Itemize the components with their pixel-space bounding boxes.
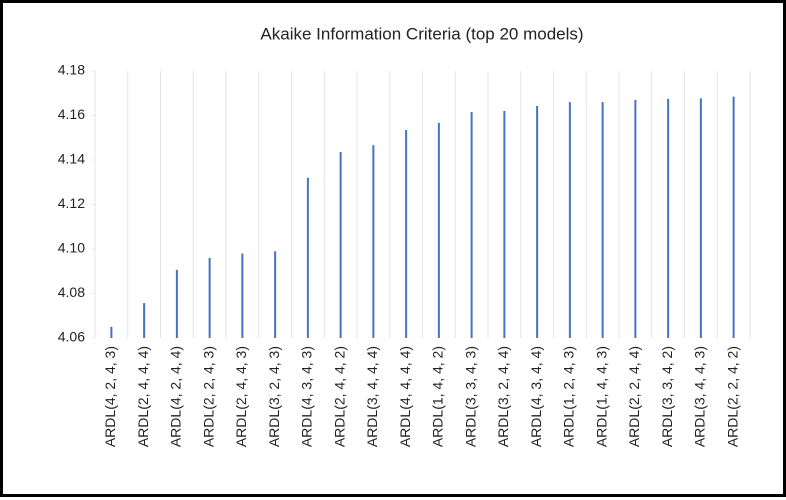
chart-title: Akaike Information Criteria (top 20 mode… [260, 24, 583, 43]
x-tick-label: ARDL(4, 2, 4, 4) [168, 346, 184, 447]
x-tick-label: ARDL(1, 4, 4, 2) [430, 346, 446, 447]
x-tick-label: ARDL(3, 4, 4, 3) [692, 346, 708, 447]
y-tick-label: 4.14 [58, 151, 85, 167]
x-tick-label: ARDL(1, 4, 4, 3) [593, 346, 609, 447]
y-tick-label: 4.18 [58, 62, 85, 78]
x-tick-label: ARDL(4, 4, 4, 4) [397, 346, 413, 447]
x-tick-label: ARDL(2, 2, 4, 2) [724, 346, 740, 447]
y-tick-label: 4.12 [58, 195, 85, 211]
y-tick-label: 4.10 [58, 240, 85, 256]
x-tick-label: ARDL(3, 2, 4, 3) [266, 346, 282, 447]
x-tick-label: ARDL(4, 2, 4, 3) [102, 346, 118, 447]
x-tick-label: ARDL(2, 2, 4, 4) [626, 346, 642, 447]
y-tick-label: 4.08 [58, 284, 85, 300]
x-tick-label: ARDL(2, 4, 4, 2) [331, 346, 347, 447]
x-tick-label: ARDL(2, 4, 4, 4) [135, 346, 151, 447]
x-tick-label: ARDL(1, 2, 4, 3) [561, 346, 577, 447]
x-tick-label: ARDL(3, 2, 4, 4) [495, 346, 511, 447]
x-tick-label: ARDL(4, 3, 4, 3) [299, 346, 315, 447]
y-tick-label: 4.06 [58, 329, 85, 345]
x-tick-label: ARDL(2, 2, 4, 3) [200, 346, 216, 447]
x-tick-label: ARDL(4, 3, 4, 4) [528, 346, 544, 447]
x-tick-label: ARDL(3, 3, 4, 3) [462, 346, 478, 447]
y-tick-label: 4.16 [58, 106, 85, 122]
x-tick-label: ARDL(3, 3, 4, 2) [659, 346, 675, 447]
x-tick-label: ARDL(2, 4, 4, 3) [233, 346, 249, 447]
x-tick-label: ARDL(3, 4, 4, 4) [364, 346, 380, 447]
